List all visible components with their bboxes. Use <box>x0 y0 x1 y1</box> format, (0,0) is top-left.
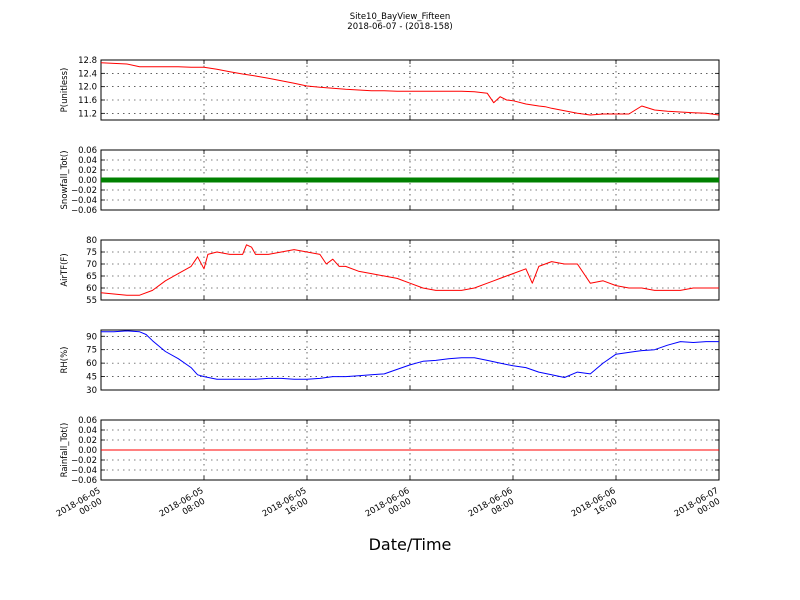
panel-3: 80 75 70 65 60 55 AirTF(F) <box>60 236 720 306</box>
y-tick-label: 11.6 <box>78 96 97 106</box>
y-tick-label: 65 <box>86 272 97 282</box>
y-tick-label: −0.06 <box>71 206 97 216</box>
y-tick-label: 0.06 <box>78 416 97 426</box>
y-tick-label: 11.2 <box>78 109 97 119</box>
y-tick-label: 0.00 <box>78 176 97 186</box>
y-axis-label: RH(%) <box>60 346 70 373</box>
y-tick-label: −0.02 <box>71 456 97 466</box>
figure-title: Site10_BayView_Fifteen <box>350 12 451 22</box>
y-tick-label: 0.04 <box>78 156 97 166</box>
series-line <box>100 62 720 116</box>
x-tick-label: 2018-06-0700:00 <box>673 486 726 528</box>
y-tick-label: 45 <box>86 373 97 383</box>
y-tick-label: 0.06 <box>78 146 97 156</box>
y-tick-label: −0.04 <box>71 466 97 476</box>
y-tick-label: 0.02 <box>78 166 97 176</box>
y-tick-label: 12.8 <box>78 56 97 66</box>
y-tick-label: 0.00 <box>78 446 97 456</box>
y-tick-label: 90 <box>86 332 97 342</box>
series-line <box>100 244 719 296</box>
y-tick-label: −0.02 <box>71 186 97 196</box>
x-tick-label: 2018-06-0600:00 <box>364 486 417 528</box>
y-tick-label: −0.06 <box>71 476 97 486</box>
y-axis-label: P(unitless) <box>60 68 70 113</box>
panel-5: 0.060.040.020.00−0.02−0.04−0.06Rainfall_… <box>60 416 720 486</box>
x-axis-label: Date/Time <box>369 535 452 554</box>
y-tick-label: 60 <box>86 359 97 369</box>
y-tick-label: 75 <box>86 248 97 258</box>
y-tick-label: 12.4 <box>78 69 97 79</box>
y-tick-label: −0.04 <box>71 196 97 206</box>
panel-2: 0.060.040.020.00−0.02−0.04−0.06Snowfall_… <box>60 146 720 216</box>
y-tick-label: 12.0 <box>78 83 97 93</box>
x-tick-label: 2018-06-0608:00 <box>467 486 520 528</box>
x-tick-label: 2018-06-0616:00 <box>570 486 623 528</box>
figure-subtitle: 2018-06-07 - (2018-158) <box>347 22 452 32</box>
x-tick-label: 2018-06-0500:00 <box>55 486 108 528</box>
panel-1: 12.8 12.4 12.0 11.6 11.2 P(unitless) <box>60 56 720 121</box>
y-tick-label: 0.04 <box>78 426 97 436</box>
x-tick-label: 2018-06-0508:00 <box>158 486 211 528</box>
x-axis-tick-labels: 2018-06-0500:00 2018-06-0508:00 2018-06-05… <box>55 486 726 528</box>
y-tick-label: 60 <box>86 284 97 294</box>
y-tick-label: 55 <box>86 296 97 306</box>
x-tick-label: 2018-06-0516:00 <box>261 486 314 528</box>
y-tick-label: 75 <box>86 346 97 356</box>
y-tick-label: 0.02 <box>78 436 97 446</box>
y-axis-label: Rainfall_Tot() <box>60 423 70 478</box>
y-tick-label: 70 <box>86 260 97 270</box>
y-tick-label: 80 <box>86 236 97 246</box>
panel-4: 90 75 60 45 30 RH(%) <box>60 329 720 396</box>
y-axis-label: AirTF(F) <box>60 253 70 286</box>
y-axis-label: Snowfall_Tot() <box>60 150 70 209</box>
series-line <box>101 330 719 380</box>
chart-panels: 12.812.412.011.611.2P(unitless)0.060.040… <box>60 56 720 486</box>
y-tick-label: 30 <box>86 386 97 396</box>
